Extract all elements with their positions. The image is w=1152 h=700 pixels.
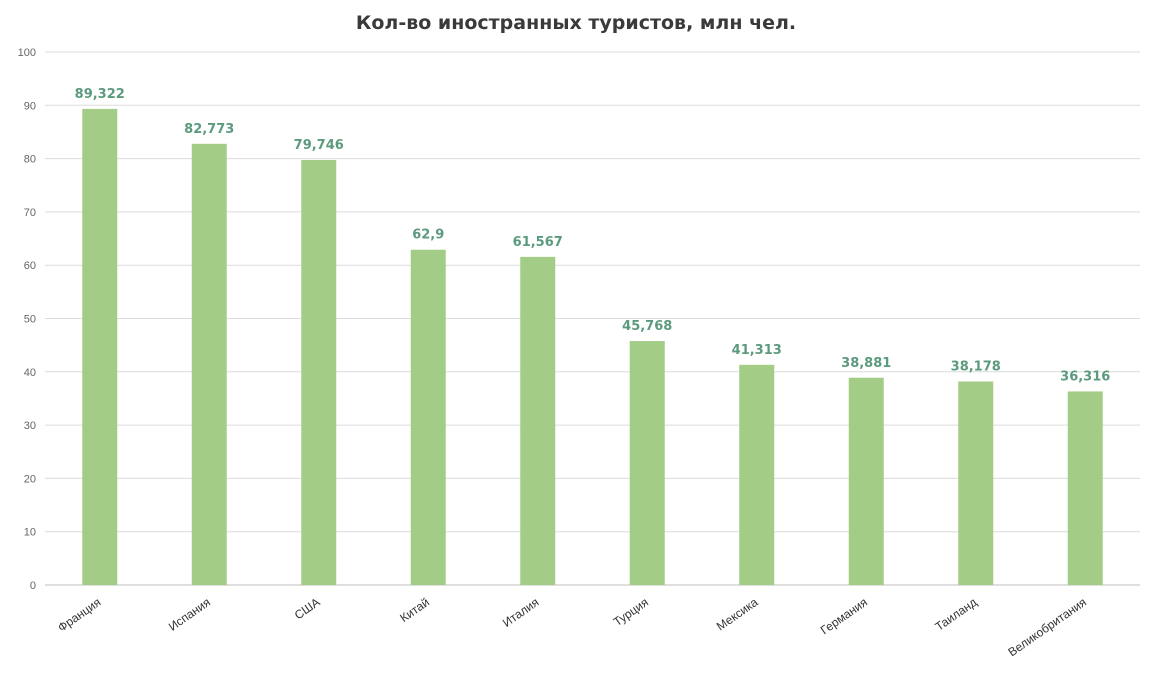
data-label: 61,567 [513,235,563,250]
data-label: 82,773 [184,122,234,137]
chart-title: Кол-во иностранных туристов, млн чел. [355,12,797,34]
data-label: 62,9 [412,228,444,243]
x-tick-label: Китай [397,595,432,625]
y-tick-label: 0 [30,580,36,592]
y-tick-label: 20 [24,473,36,485]
y-tick-label: 100 [18,47,36,59]
bar [191,143,227,585]
x-tick-label: Германия [818,595,870,637]
bar [629,341,665,585]
data-label: 36,316 [1060,369,1110,384]
grid-lines [45,51,1140,586]
data-label: 89,322 [75,87,125,102]
data-label: 38,178 [951,360,1001,375]
bar [410,249,446,586]
bar [739,364,775,585]
x-axis-ticks: Франция Испания США Китай Италия Турция Мексик… [55,595,1089,660]
y-tick-label: 90 [24,100,36,112]
y-tick-label: 30 [24,420,36,432]
bar [1067,391,1103,585]
data-label: 79,746 [294,138,344,153]
x-tick-label: Великобритания [1005,595,1089,659]
y-axis-ticks: 0 10 20 30 40 50 60 70 80 90 100 [18,47,36,592]
bar [82,108,118,585]
y-tick-label: 10 [24,527,36,539]
x-tick-label: Турция [611,595,651,629]
data-label: 41,313 [732,343,782,358]
data-labels: 89,322 82,773 79,746 62,9 61,567 45,768 41,313… [75,87,1111,385]
x-tick-label: США [292,595,323,622]
y-tick-label: 60 [24,260,36,272]
bar [301,159,337,585]
x-tick-label: Италия [500,595,542,630]
y-tick-label: 50 [24,314,36,326]
bar [958,381,994,585]
x-tick-label: Испания [166,595,213,634]
y-tick-label: 40 [24,367,36,379]
x-tick-label: Таиланд [933,595,980,634]
bar [848,377,884,585]
x-tick-label: Мексика [714,595,761,634]
bar [520,256,556,585]
y-tick-label: 70 [24,207,36,219]
bars [82,108,1103,586]
y-tick-label: 80 [24,154,36,166]
x-tick-label: Франция [55,595,103,635]
data-label: 38,881 [841,356,891,371]
data-label: 45,768 [622,319,672,334]
